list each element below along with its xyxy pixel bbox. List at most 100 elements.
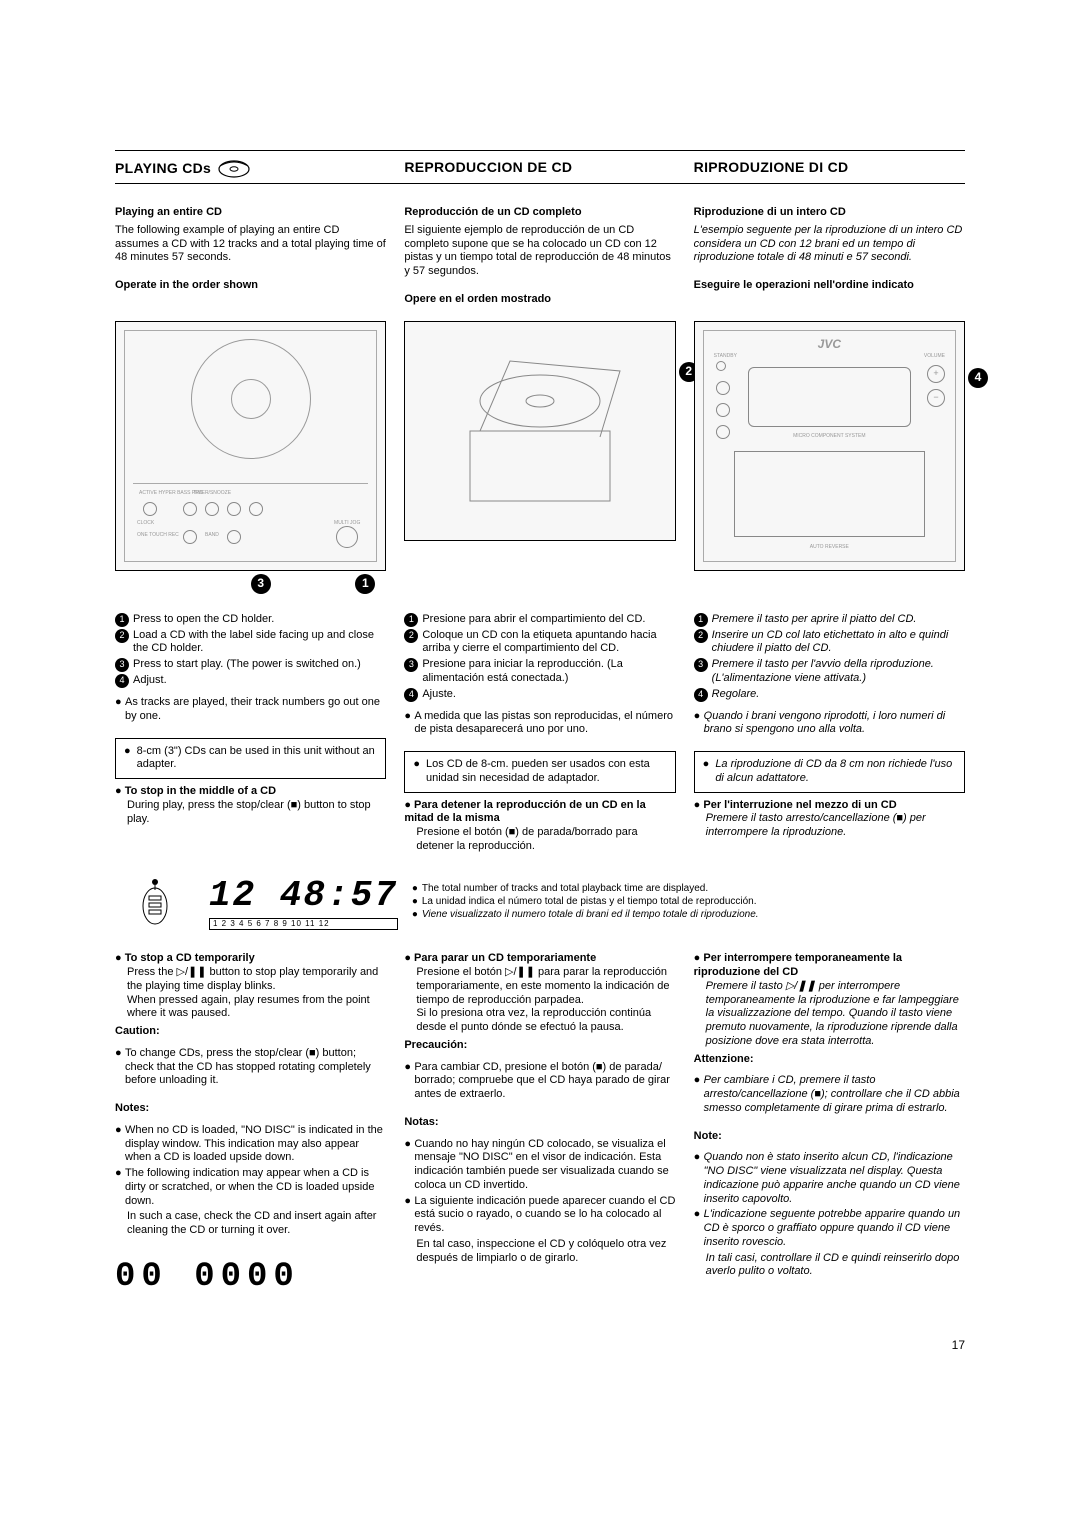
es-temp-h: Para parar un CD temporariamente bbox=[414, 952, 596, 964]
label-multi: MULTI JOG bbox=[334, 520, 360, 526]
es-h1: Reproducción de un CD completo bbox=[404, 206, 675, 220]
it-bul1: Quando i brani vengono riprodotti, i lor… bbox=[704, 710, 965, 738]
es-s1: Presione para abrir el compartimiento de… bbox=[422, 613, 675, 627]
it-caution-h: Attenzione: bbox=[694, 1053, 965, 1067]
en-stop-p: During play, press the stop/clear (■) bu… bbox=[115, 799, 386, 827]
display-notes: ●The total number of tracks and total pl… bbox=[412, 882, 759, 921]
en-s1: Press to open the CD holder. bbox=[133, 613, 386, 627]
en-box: ●8-cm (3") CDs can be used in this unit … bbox=[115, 738, 386, 780]
en-temp-h: To stop a CD temporarily bbox=[125, 952, 255, 964]
label-micro: MICRO COMPONENT SYSTEM bbox=[793, 433, 865, 439]
en-box-txt: 8-cm (3") CDs can be used in this unit w… bbox=[137, 745, 378, 773]
es-s2: Coloque un CD con la etiqueta apuntando … bbox=[422, 629, 675, 657]
es-s4: Ajuste. bbox=[422, 688, 675, 702]
label-volume: VOLUME bbox=[924, 353, 945, 359]
en-note1: When no CD is loaded, "NO DISC" is indic… bbox=[125, 1124, 386, 1165]
label-band: BAND bbox=[205, 532, 219, 538]
device-open-illustration: 2 bbox=[404, 321, 675, 541]
en-temp-p1: Press the ▷/❚❚ button to stop play tempo… bbox=[115, 966, 386, 994]
title-underline bbox=[115, 183, 965, 184]
es-steps: 1Presione para abrir el compartimiento d… bbox=[404, 613, 675, 702]
brand-label: JVC bbox=[818, 337, 841, 352]
it-h1: Riproduzione di un intero CD bbox=[694, 206, 965, 220]
display-row: 12 48:57 1 2 3 4 5 6 7 8 9 10 11 12 ●The… bbox=[115, 872, 965, 933]
title-it: RIPRODUZIONE DI CD bbox=[694, 159, 965, 177]
disp-n-es: La unidad indica el número total de pist… bbox=[422, 895, 757, 908]
it-stop-h: Per l'interruzione nel mezzo di un CD bbox=[703, 799, 896, 811]
image-row: ACTIVE HYPER BASS PRO TIMER/SNOOZE CLOCK… bbox=[115, 311, 965, 571]
es-temp-p1: Presione el botón ▷/❚❚ para parar la rep… bbox=[404, 966, 675, 1007]
it-temp-p1: Premere il tasto ▷/❚❚ per interrompere t… bbox=[694, 980, 965, 1049]
it-box-txt: La riproduzione di CD da 8 cm non richie… bbox=[715, 758, 956, 786]
es-stop-p: Presione el botón (■) de parada/borrado … bbox=[404, 826, 675, 854]
callout-3: 3 bbox=[251, 574, 271, 594]
es-note2b: En tal caso, inspeccione el CD y colóque… bbox=[404, 1238, 675, 1266]
lower-row: ● To stop a CD temporarily Press the ▷/❚… bbox=[115, 946, 965, 1298]
disc-icon bbox=[217, 159, 251, 179]
label-onetouch: ONE TOUCH REC bbox=[137, 532, 179, 538]
en-p1: The following example of playing an enti… bbox=[115, 224, 386, 265]
it-note2b: In tali casi, controllare il CD e quindi… bbox=[694, 1252, 965, 1280]
it-p1: L'esempio seguente per la riproduzione d… bbox=[694, 224, 965, 265]
label-auto: AUTO REVERSE bbox=[810, 544, 849, 550]
es-caution-p: Para cambiar CD, presione el botón (■) d… bbox=[414, 1061, 675, 1102]
en-notes-h: Notes: bbox=[115, 1102, 386, 1116]
es-caution-h: Precaución: bbox=[404, 1039, 675, 1053]
en-steps: 1Press to open the CD holder. 2Load a CD… bbox=[115, 613, 386, 689]
disp-n-en: The total number of tracks and total pla… bbox=[422, 882, 708, 895]
it-s4: Regolare. bbox=[712, 688, 965, 702]
en-note2: The following indication may appear when… bbox=[125, 1167, 386, 1208]
intro-row: Playing an entire CD The following examp… bbox=[115, 192, 965, 311]
it-s3: Premere il tasto per l'avvio della ripro… bbox=[712, 658, 965, 686]
es-p1: El siguiente ejemplo de reproducción de … bbox=[404, 224, 675, 279]
it-steps: 1Premere il tasto per aprire il piatto d… bbox=[694, 613, 965, 702]
title-row: PLAYING CDs REPRODUCCION DE CD RIPRODUZI… bbox=[115, 159, 965, 179]
it-stop-p: Premere il tasto arresto/cancellazione (… bbox=[694, 812, 965, 840]
title-en-text: PLAYING CDs bbox=[115, 160, 211, 178]
es-s3: Presione para iniciar la reproducción. (… bbox=[422, 658, 675, 686]
it-note1: Quando non è stato inserito alcun CD, l'… bbox=[704, 1151, 965, 1206]
it-notes-h: Note: bbox=[694, 1130, 965, 1144]
device-side-illustration: JVC STANDBY VOLUME + − MICRO COMPONENT S… bbox=[694, 321, 965, 571]
es-bul1: A medida que las pistas son reproducidas… bbox=[414, 710, 675, 738]
en-caution-h: Caution: bbox=[115, 1025, 386, 1039]
label-timer: TIMER/SNOOZE bbox=[193, 490, 231, 496]
it-h2: Eseguire le operazioni nell'ordine indic… bbox=[694, 279, 965, 293]
es-box-txt: Los CD de 8-cm. pueden ser usados con es… bbox=[426, 758, 667, 786]
es-stop-h: Para detener la reproducción de un CD en… bbox=[404, 799, 645, 825]
es-box: ●Los CD de 8-cm. pueden ser usados con e… bbox=[404, 751, 675, 793]
en-h1: Playing an entire CD bbox=[115, 206, 386, 220]
es-h2: Opere en el orden mostrado bbox=[404, 293, 675, 307]
en-s2: Load a CD with the label side facing up … bbox=[133, 629, 386, 657]
en-stop-h: To stop in the middle of a CD bbox=[125, 785, 276, 797]
label-standby: STANDBY bbox=[714, 353, 737, 359]
en-temp-p2: When pressed again, play resumes from th… bbox=[115, 994, 386, 1022]
it-s2: Inserire un CD col lato etichettato in a… bbox=[712, 629, 965, 657]
it-s1: Premere il tasto per aprire il piatto de… bbox=[712, 613, 965, 627]
es-temp-p2: Si lo presiona otra vez, la reproducción… bbox=[404, 1007, 675, 1035]
en-bul1: As tracks are played, their track number… bbox=[125, 696, 386, 724]
disp-n-it: Viene visualizzato il numero totale di b… bbox=[422, 908, 759, 921]
en-caution-p: To change CDs, press the stop/clear (■) … bbox=[125, 1047, 386, 1088]
callout-1: 1 bbox=[355, 574, 375, 594]
label-clock: CLOCK bbox=[137, 520, 154, 526]
device-front-illustration: ACTIVE HYPER BASS PRO TIMER/SNOOZE CLOCK… bbox=[115, 321, 386, 571]
en-h2: Operate in the order shown bbox=[115, 279, 386, 293]
open-lid-svg bbox=[450, 341, 630, 521]
remote-icon bbox=[115, 872, 195, 933]
steps-row: 1Press to open the CD holder. 2Load a CD… bbox=[115, 601, 965, 854]
es-note1: Cuando no hay ningún CD colocado, se vis… bbox=[414, 1138, 675, 1193]
display-digits: 12 48:57 bbox=[209, 873, 398, 918]
it-caution-p: Per cambiare i CD, premere il tasto arre… bbox=[704, 1074, 965, 1115]
es-note2: La siguiente indicación puede aparecer c… bbox=[414, 1195, 675, 1236]
title-en: PLAYING CDs bbox=[115, 159, 386, 179]
title-es: REPRODUCCION DE CD bbox=[404, 159, 675, 177]
it-note2: L'indicazione seguente potrebbe apparire… bbox=[704, 1208, 965, 1249]
en-s4: Adjust. bbox=[133, 674, 386, 688]
err-display: 00 0000 bbox=[115, 1256, 386, 1299]
page-number: 17 bbox=[115, 1338, 965, 1353]
es-notes-h: Notas: bbox=[404, 1116, 675, 1130]
en-s3: Press to start play. (The power is switc… bbox=[133, 658, 386, 672]
en-note2b: In such a case, check the CD and insert … bbox=[115, 1210, 386, 1238]
it-box: ●La riproduzione di CD da 8 cm non richi… bbox=[694, 751, 965, 793]
